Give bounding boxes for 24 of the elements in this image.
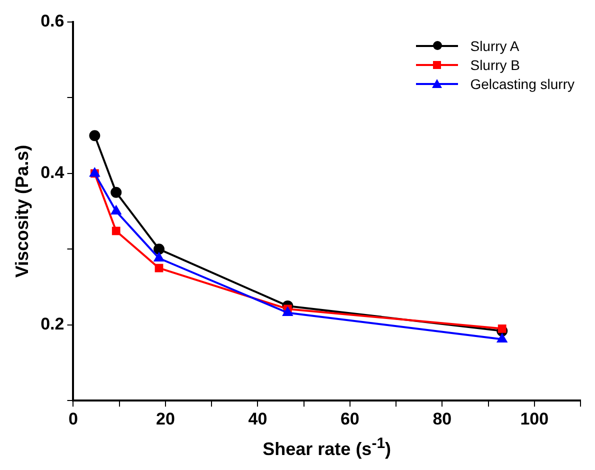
point bbox=[154, 264, 164, 272]
point bbox=[112, 226, 120, 236]
x-tick-label: 0 bbox=[68, 409, 78, 428]
point bbox=[89, 130, 100, 142]
x-tick-label: 60 bbox=[340, 409, 360, 428]
y-tick-label: 0.4 bbox=[40, 163, 65, 182]
point bbox=[497, 334, 507, 343]
point bbox=[498, 324, 506, 333]
x-axis-title: Shear rate (s$^{-1}$) bbox=[262, 435, 392, 460]
point bbox=[282, 307, 293, 316]
y-tick-label: 0.2 bbox=[40, 314, 64, 334]
x-tick-label: 100 bbox=[520, 409, 549, 428]
legend-label: Slurry A bbox=[470, 38, 520, 54]
legend-label: Gelcasting slurry bbox=[470, 76, 574, 92]
point bbox=[111, 206, 122, 215]
y-tick-label: 0.6 bbox=[40, 12, 64, 31]
x-tick-label: 20 bbox=[156, 409, 175, 428]
point bbox=[154, 252, 164, 262]
y-axis-title: Viscosity (Pa.s) bbox=[12, 144, 32, 278]
legend-label: Slurry B bbox=[470, 56, 520, 72]
point bbox=[110, 186, 122, 198]
x-tick-label: 80 bbox=[432, 409, 452, 428]
x-tick-label: 40 bbox=[248, 409, 268, 428]
point bbox=[154, 244, 165, 255]
